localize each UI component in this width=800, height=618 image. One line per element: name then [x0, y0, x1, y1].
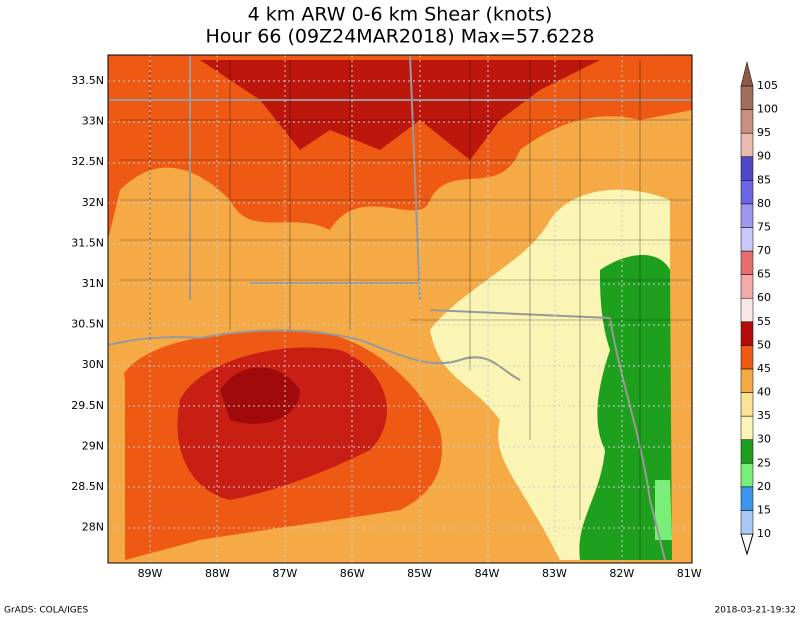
map-field [108, 55, 692, 563]
axis-labels: 33.5N 33N 32.5N 32N 31.5N 31N 30.5N 30N 29.5N 29N… [71, 74, 701, 580]
colorbar-segment [740, 297, 754, 323]
longitude-label: 84W [475, 567, 500, 580]
colorbar-segment [740, 439, 754, 464]
latitude-label: 31.5N [71, 236, 104, 249]
colorbar-segment [740, 486, 754, 511]
colorbar-segment [740, 61, 754, 87]
colorbar-segment [740, 180, 754, 205]
colorbar-end [740, 533, 754, 556]
colorbar-label: 20 [757, 480, 771, 493]
colorbar-label: 70 [757, 244, 771, 257]
colorbar-segment [740, 250, 754, 275]
colorbar-segment [740, 510, 754, 535]
title-line-2: Hour 66 (09Z24MAR2018) Max=57.6228 [206, 26, 595, 48]
latitude-label: 30N [82, 358, 104, 371]
colorbar-label: 80 [757, 197, 771, 210]
map-frame [107, 54, 693, 564]
longitude-label: 82W [609, 567, 634, 580]
latitude-label: 32N [82, 196, 104, 209]
latitude-label: 29N [82, 439, 104, 452]
longitude-label: 81W [677, 567, 702, 580]
latitude-label: 32.5N [71, 155, 104, 168]
latitude-label: 28.5N [71, 480, 104, 493]
colorbar-label: 45 [757, 362, 771, 375]
colorbar-label: 35 [757, 409, 771, 422]
colorbar-label: 15 [757, 503, 771, 516]
colorbar-label: 50 [757, 338, 771, 351]
longitude-label: 85W [407, 567, 432, 580]
colorbar-segment [740, 415, 754, 440]
colorbar-label: 65 [757, 268, 771, 281]
colorbar: 10 15 20 25 30 35 40 45 50 55 60 65 70 75 80 85 90 95 100 1… [740, 61, 778, 556]
colorbar-segment [740, 274, 754, 299]
title-line-1: 4 km ARW 0-6 km Shear (knots) [248, 4, 553, 26]
colorbar-label: 90 [757, 150, 771, 163]
colorbar-label: 60 [757, 291, 771, 304]
footer-left: GrADS: COLA/IGES [4, 606, 88, 616]
colorbar-label: 105 [757, 79, 778, 92]
colorbar-label: 95 [757, 126, 771, 139]
latitude-label: 33.5N [71, 74, 104, 87]
colorbar-label: 10 [757, 527, 771, 540]
colorbar-segment [740, 392, 754, 417]
colorbar-segment [740, 156, 754, 181]
colorbar-label: 30 [757, 433, 771, 446]
latitude-label: 28N [82, 521, 104, 534]
longitude-label: 87W [272, 567, 297, 580]
colorbar-segment [740, 109, 754, 134]
colorbar-label: 85 [757, 173, 771, 186]
colorbar-segment [740, 368, 754, 393]
latitude-label: 29.5N [71, 399, 104, 412]
latitude-label: 33N [82, 115, 104, 128]
longitude-label: 83W [542, 567, 567, 580]
footer-right: 2018-03-21-19:32 [715, 606, 797, 616]
latitude-label: 30.5N [71, 318, 104, 331]
colorbar-segment [740, 203, 754, 228]
colorbar-segment [740, 463, 754, 488]
colorbar-label: 25 [757, 456, 771, 469]
colorbar-segment [740, 345, 754, 370]
longitude-label: 86W [340, 567, 365, 580]
colorbar-segment [740, 321, 754, 346]
colorbar-label: 40 [757, 386, 771, 399]
colorbar-segment [740, 132, 754, 157]
longitude-label: 89W [138, 567, 163, 580]
longitude-label: 88W [205, 567, 230, 580]
colorbar-label: 100 [757, 103, 778, 116]
latitude-label: 31N [82, 277, 104, 290]
colorbar-label: 75 [757, 220, 771, 233]
colorbar-segment [740, 227, 754, 252]
colorbar-segment [740, 85, 754, 110]
colorbar-label: 55 [757, 315, 771, 328]
